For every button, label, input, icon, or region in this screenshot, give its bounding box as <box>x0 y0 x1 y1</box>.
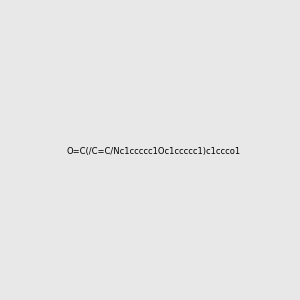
Text: O=C(/C=C/Nc1ccccc1Oc1ccccc1)c1ccco1: O=C(/C=C/Nc1ccccc1Oc1ccccc1)c1ccco1 <box>67 147 241 156</box>
